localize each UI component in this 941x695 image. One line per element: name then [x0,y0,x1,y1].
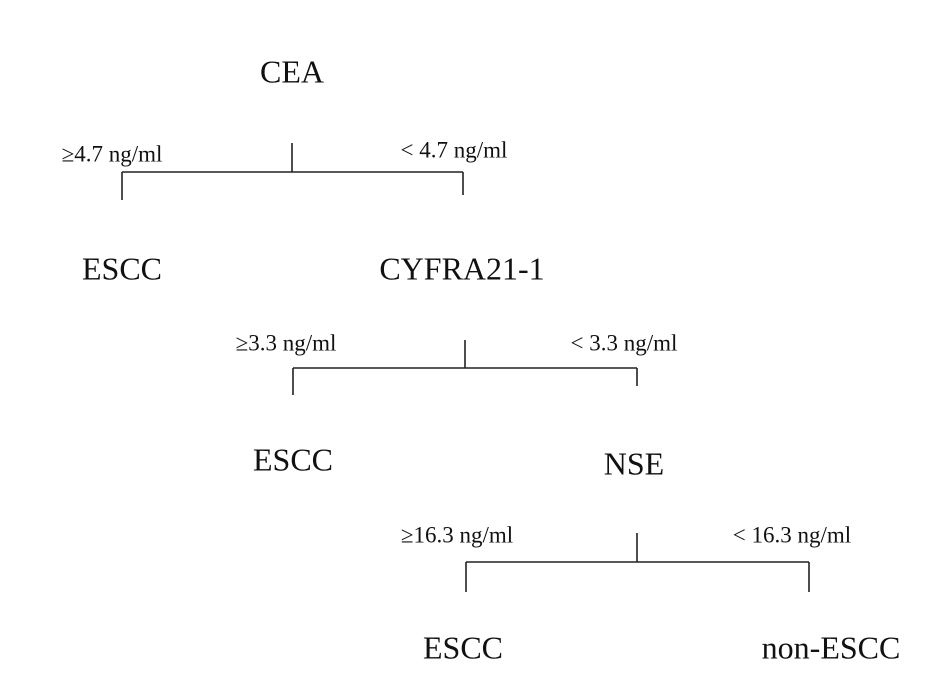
node-marker: CYFRA21-1 [379,250,544,286]
branch-high: ≥4.7 ng/ml [62,141,163,166]
result: ESCC [423,629,503,665]
result: non-ESCC [762,629,901,665]
branch-high: ≥3.3 ng/ml [236,330,337,355]
result: ESCC [253,441,333,477]
branch-low: < 16.3 ng/ml [733,522,851,547]
branch-low: < 4.7 ng/ml [401,137,508,162]
node-marker: CEA [260,53,324,89]
result: ESCC [82,250,162,286]
branch-low: < 3.3 ng/ml [571,330,678,355]
node-marker: NSE [604,445,664,481]
branch-high: ≥16.3 ng/ml [401,522,513,547]
